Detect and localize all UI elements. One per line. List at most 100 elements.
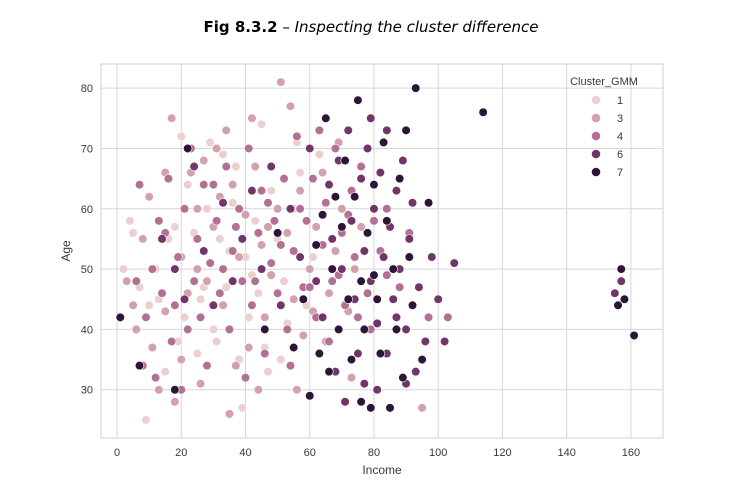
figure-title: Inspecting the cluster difference: [294, 18, 539, 36]
data-point-cluster-3: [417, 403, 427, 413]
data-point-cluster-3: [337, 204, 347, 214]
legend-marker: [591, 95, 601, 105]
legend-entry-label: 7: [617, 167, 623, 179]
y-axis-label: Age: [59, 240, 73, 262]
data-point-cluster-7: [350, 192, 360, 202]
data-point-cluster-4: [308, 174, 318, 184]
data-point-cluster-6: [391, 186, 402, 196]
data-point-cluster-3: [154, 385, 164, 395]
data-point-cluster-6: [398, 155, 408, 166]
data-point-cluster-4: [314, 125, 324, 135]
data-point-cluster-4: [212, 216, 222, 226]
data-point-cluster-7: [324, 367, 334, 377]
y-tick-label: 60: [81, 204, 93, 216]
data-point-cluster-4: [141, 312, 151, 322]
data-point-cluster-1: [263, 367, 273, 377]
data-point-cluster-4: [395, 282, 405, 292]
data-point-cluster-7: [314, 348, 324, 359]
data-point-cluster-7: [273, 228, 283, 238]
data-point-cluster-1: [212, 336, 222, 347]
data-point-cluster-3: [350, 264, 360, 274]
legend-entry-label: 4: [617, 131, 623, 143]
data-point-cluster-4: [292, 131, 302, 141]
data-point-cluster-3: [266, 270, 276, 280]
data-point-cluster-7: [311, 240, 321, 250]
data-point-cluster-1: [208, 324, 218, 335]
legend-entry-label: 6: [617, 149, 623, 161]
data-point-cluster-1: [279, 276, 289, 286]
data-point-cluster-7: [134, 361, 145, 371]
legend-marker: [591, 149, 601, 159]
data-point-cluster-7: [388, 264, 398, 274]
data-point-cluster-1: [314, 149, 324, 160]
data-point-cluster-7: [613, 300, 623, 310]
data-point-cluster-4: [282, 324, 292, 335]
data-point-cluster-4: [263, 198, 273, 208]
x-tick-label: 120: [493, 447, 511, 459]
data-point-cluster-7: [391, 324, 402, 335]
data-point-cluster-1: [256, 119, 267, 129]
data-point-cluster-1: [250, 216, 260, 226]
data-point-cluster-6: [401, 324, 411, 335]
data-point-cluster-6: [266, 161, 276, 172]
y-tick-label: 30: [81, 385, 93, 397]
data-point-cluster-3: [160, 306, 170, 316]
data-point-cluster-3: [122, 276, 132, 286]
data-point-cluster-4: [167, 336, 177, 347]
data-point-cluster-1: [276, 354, 286, 365]
data-point-cluster-4: [240, 373, 251, 383]
data-point-cluster-3: [240, 210, 251, 220]
data-point-cluster-1: [205, 137, 215, 148]
data-point-cluster-6: [369, 204, 379, 214]
data-point-cluster-1: [160, 367, 170, 377]
data-point-cluster-3: [199, 155, 209, 166]
data-point-cluster-3: [282, 228, 292, 238]
legend-title: Cluster_GMM: [570, 76, 638, 88]
data-point-cluster-6: [199, 246, 209, 256]
x-tick-label: 60: [304, 447, 316, 459]
data-point-cluster-7: [317, 210, 328, 220]
data-point-cluster-7: [372, 294, 382, 304]
data-point-cluster-6: [610, 288, 620, 298]
x-tick-label: 40: [239, 447, 251, 459]
data-point-cluster-7: [356, 397, 366, 407]
data-point-cluster-3: [195, 379, 206, 389]
data-point-cluster-7: [369, 180, 379, 190]
data-point-cluster-7: [356, 276, 366, 286]
data-point-cluster-6: [449, 258, 459, 268]
data-point-cluster-3: [295, 186, 305, 196]
data-point-cluster-6: [285, 204, 296, 214]
data-point-cluster-1: [141, 415, 151, 425]
data-point-cluster-7: [398, 373, 408, 383]
data-point-cluster-4: [170, 300, 180, 310]
data-point-cluster-4: [260, 348, 270, 359]
grid-lines: [101, 64, 663, 438]
data-point-cluster-6: [356, 174, 366, 184]
data-point-cluster-7: [340, 155, 350, 166]
data-point-cluster-6: [157, 234, 167, 244]
data-point-cluster-7: [353, 95, 363, 105]
data-point-cluster-1: [128, 228, 138, 238]
data-point-cluster-6: [411, 367, 421, 377]
data-point-cluster-4: [237, 276, 247, 286]
data-point-cluster-6: [337, 264, 347, 274]
data-point-cluster-4: [247, 300, 257, 310]
data-point-cluster-6: [420, 336, 430, 347]
data-point-cluster-3: [247, 113, 257, 123]
data-point-cluster-1: [176, 131, 186, 141]
data-point-cluster-4: [208, 180, 218, 190]
data-point-cluster-4: [234, 204, 244, 214]
data-point-cluster-6: [404, 234, 414, 244]
data-point-cluster-7: [289, 342, 299, 353]
data-point-cluster-6: [375, 167, 385, 178]
data-point-cluster-6: [372, 318, 382, 328]
data-point-cluster-7: [321, 113, 331, 123]
data-point-cluster-4: [356, 161, 366, 172]
data-point-cluster-3: [356, 222, 366, 232]
data-point-cluster-6: [353, 348, 363, 359]
data-point-cluster-7: [423, 198, 434, 208]
data-point-cluster-6: [295, 252, 305, 262]
data-point-cluster-4: [256, 186, 267, 196]
data-point-cluster-7: [478, 107, 488, 117]
